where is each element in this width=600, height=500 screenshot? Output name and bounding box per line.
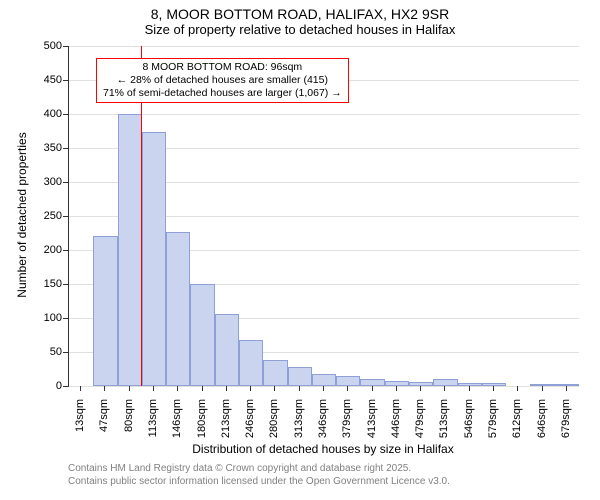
histogram-bar [93, 236, 117, 386]
x-tick-label: 413sqm [366, 399, 378, 459]
y-tick-mark [63, 216, 68, 217]
histogram-bar [458, 383, 482, 386]
y-tick-label: 200 [22, 244, 62, 256]
x-tick-mark [542, 386, 543, 391]
grid-line [69, 46, 579, 47]
x-tick-mark [517, 386, 518, 391]
y-tick-label: 350 [22, 142, 62, 154]
x-tick-label: 13sqm [74, 399, 86, 459]
x-tick-mark [274, 386, 275, 391]
x-tick-mark [177, 386, 178, 391]
y-tick-mark [63, 80, 68, 81]
x-tick-label: 280sqm [268, 399, 280, 459]
x-tick-mark [80, 386, 81, 391]
x-tick-mark [250, 386, 251, 391]
x-tick-mark [469, 386, 470, 391]
x-tick-label: 479sqm [414, 399, 426, 459]
x-tick-label: 379sqm [341, 399, 353, 459]
footnote-line1: Contains HM Land Registry data © Crown c… [68, 462, 450, 475]
histogram-bar [118, 114, 142, 386]
x-tick-mark [323, 386, 324, 391]
y-tick-label: 300 [22, 176, 62, 188]
x-tick-mark [396, 386, 397, 391]
x-tick-mark [372, 386, 373, 391]
y-tick-mark [63, 114, 68, 115]
x-tick-mark [226, 386, 227, 391]
y-tick-mark [63, 182, 68, 183]
x-tick-mark [129, 386, 130, 391]
annotation-line: 71% of semi-detached houses are larger (… [103, 87, 342, 100]
histogram-bar [336, 376, 360, 386]
x-tick-label: 646sqm [536, 399, 548, 459]
chart-subtitle: Size of property relative to detached ho… [0, 22, 600, 41]
histogram-bar [530, 384, 554, 386]
y-tick-mark [63, 148, 68, 149]
histogram-bar [166, 232, 190, 386]
histogram-bar [215, 314, 239, 386]
x-tick-label: 346sqm [317, 399, 329, 459]
footnote-line2: Contains public sector information licen… [68, 475, 450, 488]
x-tick-label: 679sqm [560, 399, 572, 459]
y-tick-mark [63, 46, 68, 47]
y-tick-label: 500 [22, 40, 62, 52]
y-tick-mark [63, 386, 68, 387]
x-tick-label: 313sqm [293, 399, 305, 459]
x-tick-mark [347, 386, 348, 391]
x-tick-mark [493, 386, 494, 391]
x-tick-label: 47sqm [98, 399, 110, 459]
chart-title: 8, MOOR BOTTOM ROAD, HALIFAX, HX2 9SR [0, 0, 600, 22]
annotation-line: ← 28% of detached houses are smaller (41… [103, 74, 342, 87]
annotation-box: 8 MOOR BOTTOM ROAD: 96sqm← 28% of detach… [96, 58, 349, 103]
chart-container: 8, MOOR BOTTOM ROAD, HALIFAX, HX2 9SR Si… [0, 0, 600, 500]
y-tick-mark [63, 250, 68, 251]
histogram-bar [555, 384, 579, 386]
x-tick-label: 146sqm [171, 399, 183, 459]
footnote: Contains HM Land Registry data © Crown c… [68, 462, 450, 488]
histogram-bar [385, 381, 409, 386]
x-tick-label: 546sqm [463, 399, 475, 459]
histogram-bar [312, 374, 336, 386]
y-tick-mark [63, 284, 68, 285]
x-tick-label: 80sqm [123, 399, 135, 459]
y-tick-mark [63, 318, 68, 319]
x-tick-mark [104, 386, 105, 391]
x-tick-label: 513sqm [438, 399, 450, 459]
x-tick-mark [299, 386, 300, 391]
y-tick-label: 400 [22, 108, 62, 120]
histogram-bar [360, 379, 384, 386]
y-tick-label: 100 [22, 312, 62, 324]
y-tick-mark [63, 352, 68, 353]
grid-line [69, 386, 579, 387]
x-tick-label: 246sqm [244, 399, 256, 459]
x-tick-mark [566, 386, 567, 391]
x-tick-label: 180sqm [196, 399, 208, 459]
x-tick-label: 579sqm [487, 399, 499, 459]
x-tick-mark [444, 386, 445, 391]
annotation-line: 8 MOOR BOTTOM ROAD: 96sqm [103, 61, 342, 74]
x-tick-label: 113sqm [147, 399, 159, 459]
y-tick-label: 50 [22, 346, 62, 358]
x-tick-mark [202, 386, 203, 391]
grid-line [69, 114, 579, 115]
histogram-bar [142, 132, 166, 386]
histogram-bar [190, 284, 214, 386]
x-tick-mark [153, 386, 154, 391]
x-tick-label: 612sqm [511, 399, 523, 459]
histogram-bar [263, 360, 287, 386]
x-tick-label: 213sqm [220, 399, 232, 459]
histogram-bar [288, 367, 312, 386]
histogram-bar [239, 340, 263, 386]
y-tick-label: 150 [22, 278, 62, 290]
y-tick-label: 250 [22, 210, 62, 222]
y-tick-label: 0 [22, 380, 62, 392]
y-tick-label: 450 [22, 74, 62, 86]
histogram-bar [433, 379, 457, 386]
x-tick-label: 446sqm [390, 399, 402, 459]
x-tick-mark [420, 386, 421, 391]
histogram-bar [409, 382, 433, 386]
